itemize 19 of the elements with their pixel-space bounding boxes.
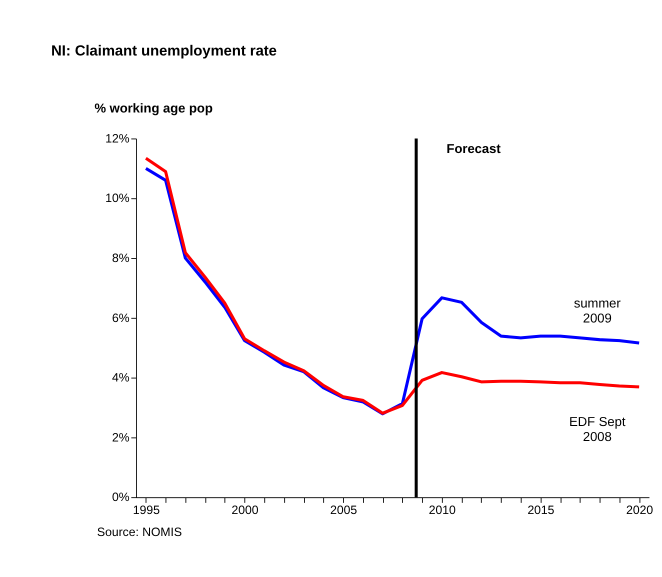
text: EDF Sept 2008	[569, 414, 626, 444]
source-note: Source: NOMIS	[97, 525, 182, 540]
x-tick-label: 2010	[428, 503, 456, 518]
y-tick-label: 10%	[105, 191, 130, 206]
series-label: summer 2009	[574, 296, 622, 326]
y-tick-label: 6%	[112, 310, 130, 325]
y-tick-label: 8%	[112, 250, 130, 265]
chart-title: NI: Claimant unemployment rate	[51, 43, 277, 60]
x-tick-label: 2005	[330, 503, 358, 518]
y-tick-label: 0%	[112, 490, 130, 504]
y-axis-title: % working age pop	[94, 100, 213, 116]
y-tick-label: 2%	[112, 430, 130, 444]
y-tick-label: 4%	[112, 370, 130, 385]
x-tick-label: 1995	[132, 503, 160, 518]
x-tick-label: 2015	[527, 503, 555, 518]
x-tick-label: 2020	[626, 503, 654, 518]
y-tick-label: 12%	[105, 131, 130, 146]
x-tick-label: 2000	[231, 503, 259, 518]
ref-line-label: Forecast	[446, 141, 502, 156]
